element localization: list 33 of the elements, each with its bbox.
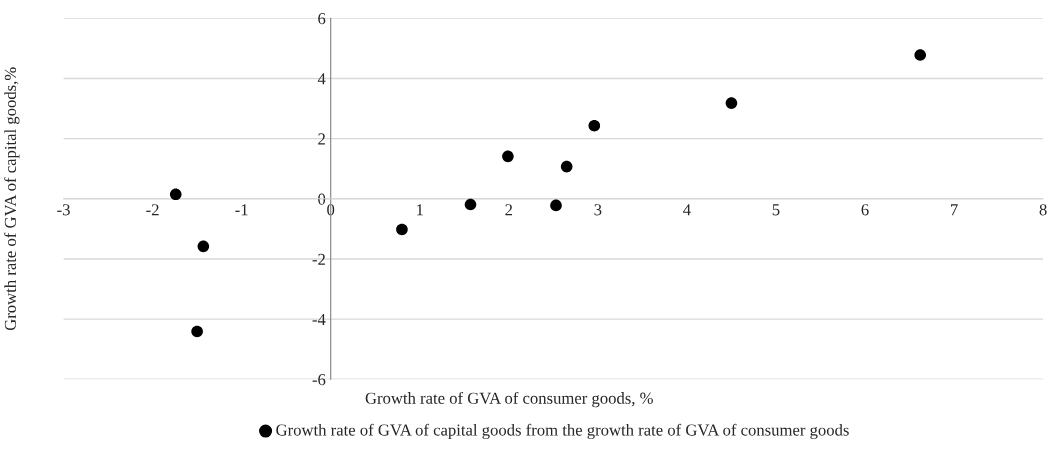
x-tick-label: 5 (772, 204, 780, 216)
point (464, 198, 477, 211)
point (725, 97, 738, 109)
y-tick-label: 0 (318, 193, 326, 205)
y-tick-label: -6 (312, 374, 326, 386)
x-tick-label: -2 (146, 204, 159, 216)
y-tick-label: 6 (318, 13, 326, 25)
x-axis-title: Growth rate of GVA of consumer goods, % (365, 391, 653, 408)
point (396, 223, 408, 236)
point (560, 160, 573, 173)
x-tick-label: 3 (594, 204, 602, 216)
point (502, 150, 514, 163)
x-tick-label: 6 (861, 204, 869, 216)
x-tick-label: 4 (683, 204, 691, 216)
y-tick-label: 4 (317, 73, 326, 85)
x-tick-label: 0 (327, 204, 335, 216)
point (197, 240, 210, 253)
y-tick-label: -4 (312, 313, 326, 325)
point (914, 49, 927, 61)
point (191, 325, 203, 338)
x-tick-label: 1 (417, 204, 423, 216)
x-tick-label: -3 (57, 204, 70, 216)
point (169, 188, 182, 201)
x-tick-label: -1 (235, 204, 248, 216)
y-tick-label: 2 (318, 133, 325, 145)
legend-label: Growth rate of GVA of capital goods from the growth rate of GVA of consumer goods (276, 423, 849, 440)
point (550, 199, 562, 212)
point (588, 119, 601, 132)
x-tick-label: 7 (951, 204, 958, 216)
x-tick-label: 8 (1039, 204, 1047, 216)
y-axis-title: Growth rate of GVA of capital goods,% (4, 67, 20, 331)
x-tick-label: 2 (505, 204, 513, 216)
y-tick-label: -2 (312, 253, 325, 265)
